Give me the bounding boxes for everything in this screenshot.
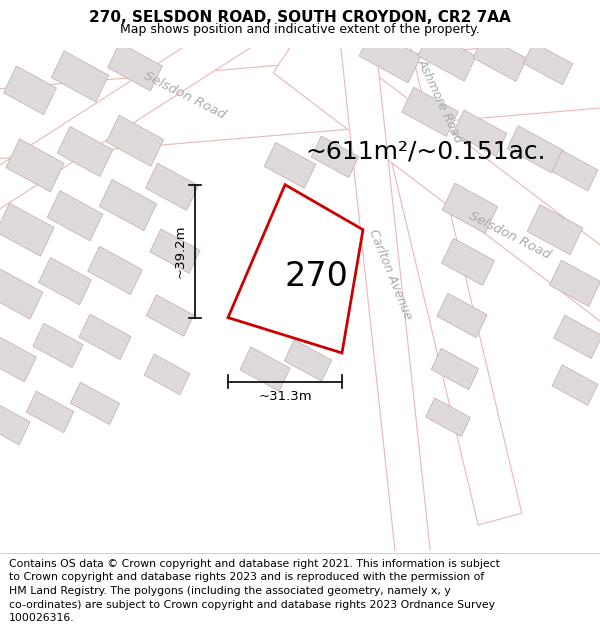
Polygon shape bbox=[52, 51, 109, 102]
Polygon shape bbox=[57, 126, 113, 176]
Polygon shape bbox=[0, 401, 30, 445]
Polygon shape bbox=[0, 10, 259, 235]
Polygon shape bbox=[106, 115, 164, 166]
Polygon shape bbox=[79, 314, 131, 359]
Polygon shape bbox=[338, 13, 433, 575]
Polygon shape bbox=[550, 260, 600, 306]
Polygon shape bbox=[264, 142, 316, 188]
Polygon shape bbox=[442, 183, 498, 233]
Text: Map shows position and indicative extent of the property.: Map shows position and indicative extent… bbox=[120, 22, 480, 36]
Text: co-ordinates) are subject to Crown copyright and database rights 2023 Ordnance S: co-ordinates) are subject to Crown copyr… bbox=[9, 599, 495, 609]
Polygon shape bbox=[311, 136, 359, 178]
Text: Contains OS data © Crown copyright and database right 2021. This information is : Contains OS data © Crown copyright and d… bbox=[9, 559, 500, 569]
Polygon shape bbox=[554, 315, 600, 359]
Polygon shape bbox=[33, 323, 83, 368]
Text: to Crown copyright and database rights 2023 and is reproduced with the permissio: to Crown copyright and database rights 2… bbox=[9, 572, 484, 582]
Polygon shape bbox=[26, 391, 74, 432]
Polygon shape bbox=[527, 204, 583, 255]
Polygon shape bbox=[0, 203, 54, 256]
Polygon shape bbox=[0, 269, 43, 319]
Polygon shape bbox=[4, 66, 56, 115]
Polygon shape bbox=[431, 348, 479, 390]
Polygon shape bbox=[359, 29, 421, 83]
Polygon shape bbox=[228, 185, 363, 353]
Polygon shape bbox=[473, 35, 527, 81]
Polygon shape bbox=[402, 88, 458, 136]
Polygon shape bbox=[507, 126, 563, 173]
Polygon shape bbox=[552, 365, 598, 406]
Polygon shape bbox=[108, 42, 162, 91]
Polygon shape bbox=[47, 191, 103, 241]
Polygon shape bbox=[100, 179, 157, 231]
Polygon shape bbox=[358, 9, 522, 525]
Text: 270: 270 bbox=[284, 260, 349, 293]
Polygon shape bbox=[442, 238, 494, 286]
Text: 270, SELSDON ROAD, SOUTH CROYDON, CR2 7AA: 270, SELSDON ROAD, SOUTH CROYDON, CR2 7A… bbox=[89, 11, 511, 26]
Polygon shape bbox=[240, 347, 290, 391]
Text: Selsdon Road: Selsdon Road bbox=[142, 69, 228, 122]
Text: Ashmore Road: Ashmore Road bbox=[415, 57, 465, 145]
Text: ~611m²/~0.151ac.: ~611m²/~0.151ac. bbox=[305, 139, 545, 163]
Polygon shape bbox=[552, 151, 598, 191]
Polygon shape bbox=[523, 42, 572, 85]
Polygon shape bbox=[418, 31, 476, 81]
Polygon shape bbox=[144, 354, 190, 394]
Polygon shape bbox=[437, 293, 487, 338]
Polygon shape bbox=[284, 340, 332, 381]
Text: ~31.3m: ~31.3m bbox=[258, 391, 312, 404]
Text: Carlton Avenue: Carlton Avenue bbox=[366, 228, 414, 322]
Polygon shape bbox=[0, 335, 37, 382]
Text: ~39.2m: ~39.2m bbox=[174, 224, 187, 278]
Text: 100026316.: 100026316. bbox=[9, 613, 74, 623]
Polygon shape bbox=[425, 398, 470, 436]
Polygon shape bbox=[88, 246, 142, 294]
Polygon shape bbox=[38, 258, 91, 305]
Polygon shape bbox=[146, 295, 194, 336]
Text: Selsdon Road: Selsdon Road bbox=[467, 209, 553, 261]
Polygon shape bbox=[150, 229, 200, 273]
Polygon shape bbox=[273, 22, 600, 346]
Polygon shape bbox=[146, 163, 199, 211]
Polygon shape bbox=[453, 110, 507, 156]
Polygon shape bbox=[6, 139, 64, 192]
Polygon shape bbox=[0, 34, 600, 162]
Polygon shape bbox=[70, 382, 119, 424]
Text: HM Land Registry. The polygons (including the associated geometry, namely x, y: HM Land Registry. The polygons (includin… bbox=[9, 586, 451, 596]
